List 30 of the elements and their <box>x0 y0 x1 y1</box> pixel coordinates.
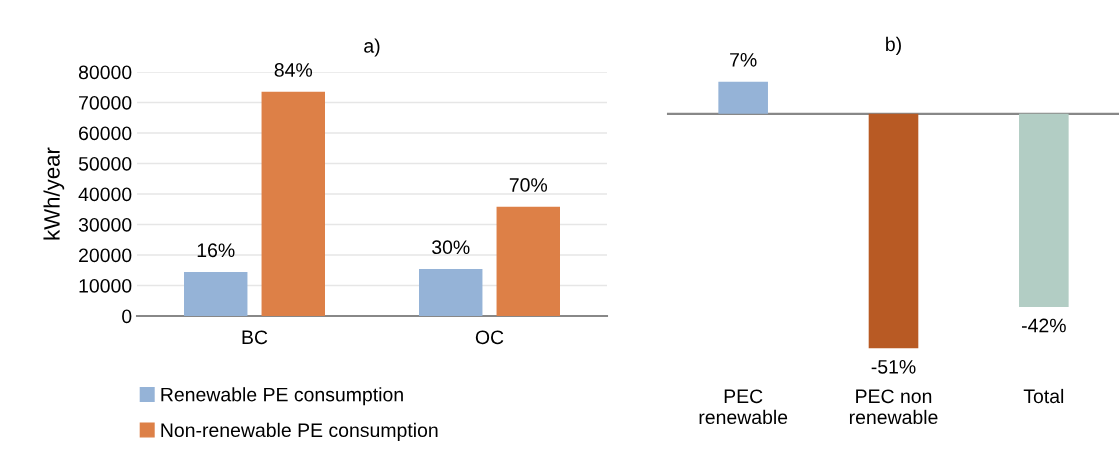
y-tick-label: 50000 <box>78 156 132 171</box>
annotation: 16% <box>197 243 235 258</box>
annotation: 84% <box>274 63 313 77</box>
legend-label: Renewable PE consumption <box>161 387 403 406</box>
data-label: -51% <box>871 360 916 374</box>
y-tick-label: 60000 <box>79 126 132 141</box>
chart-title: a) <box>364 38 380 57</box>
data-label: -42% <box>1022 318 1066 333</box>
y-tick-label: 10000 <box>79 278 132 293</box>
y-tick-label: 80000 <box>78 65 132 80</box>
legend-label: Non-renewable PE consumption <box>161 422 438 441</box>
x-tick-label: Total <box>1023 388 1064 404</box>
annotation: 70% <box>509 178 548 192</box>
y-tick-label: 20000 <box>79 248 132 263</box>
bar <box>419 269 483 316</box>
y-tick-label: 40000 <box>78 187 132 202</box>
y-tick-label: 70000 <box>79 95 132 110</box>
bar <box>261 91 325 316</box>
x-tick-label: OC <box>475 330 504 345</box>
y-tick-label: 0 <box>122 309 132 324</box>
chart-title: b) <box>886 36 901 55</box>
bar <box>184 272 248 316</box>
data-label: 7% <box>730 53 757 67</box>
y-tick-label: 30000 <box>78 217 132 232</box>
x-tick-label: PEC non renewable <box>849 389 938 425</box>
x-tick-label: PEC renewable <box>699 389 788 425</box>
annotation: 30% <box>432 240 470 255</box>
x-tick-label: BC <box>242 330 268 345</box>
y-axis-title: kWh/year <box>43 147 65 240</box>
bar <box>496 206 560 316</box>
